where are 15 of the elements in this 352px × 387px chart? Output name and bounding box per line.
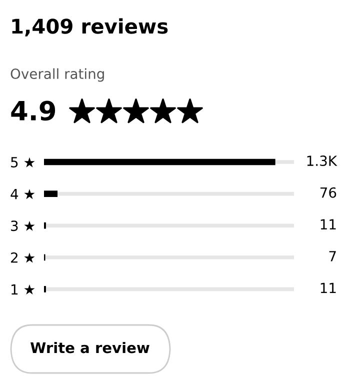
data-label: 11 — [320, 282, 336, 294]
bar — [44, 190, 58, 197]
y-tick-label: 4 ★ — [10, 188, 35, 200]
data-label: 1.3K — [307, 156, 338, 166]
data-label: 76 — [320, 187, 336, 198]
y-tick-label: 5 ★ — [11, 157, 35, 168]
data-label: 11 — [320, 219, 336, 230]
chart-subtitle: Overall rating — [10, 68, 104, 82]
data-label: 7 — [329, 251, 336, 262]
y-tick-label: 3 ★ — [11, 220, 35, 232]
text: Write a review — [30, 342, 150, 354]
y-tick-label: 2 ★ — [11, 252, 35, 263]
y-tick-label: 1 ★ — [12, 284, 35, 295]
chart-title: 1,409 reviews — [12, 18, 168, 36]
text: 4.9 — [11, 100, 56, 121]
